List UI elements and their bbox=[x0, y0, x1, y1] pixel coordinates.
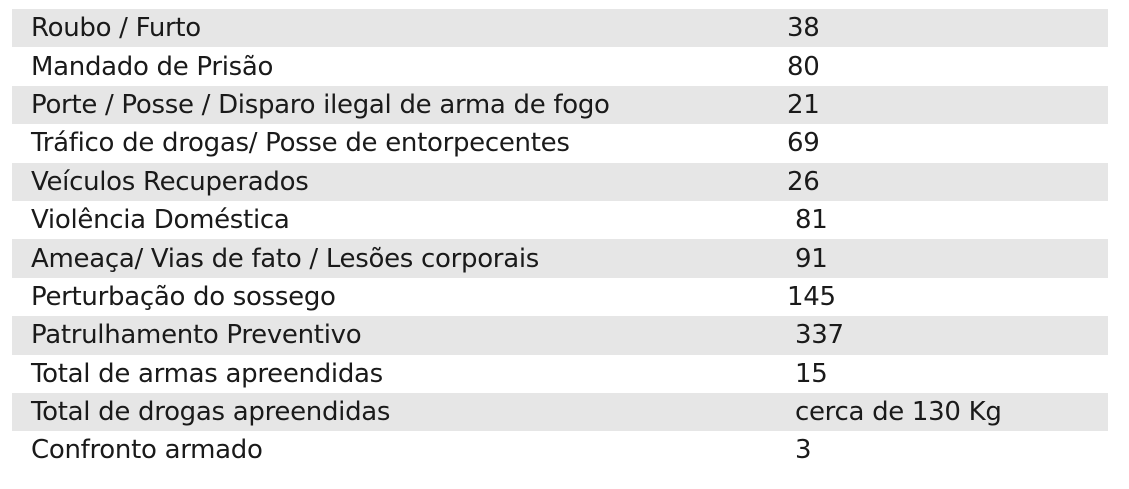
row-value: 80 bbox=[787, 51, 820, 82]
row-label: Total de armas apreendidas bbox=[31, 358, 383, 389]
table-row: Total de armas apreendidas 15 bbox=[12, 355, 1108, 393]
table-row: Perturbação do sossego 145 bbox=[12, 278, 1108, 316]
row-label: Confronto armado bbox=[31, 435, 263, 466]
row-value: 21 bbox=[787, 89, 820, 120]
row-value: 26 bbox=[787, 166, 820, 197]
table-row: Porte / Posse / Disparo ilegal de arma d… bbox=[12, 85, 1108, 125]
table-row: Roubo / Furto 38 bbox=[12, 9, 1108, 48]
table-row: Mandado de Prisão 80 bbox=[12, 47, 1108, 85]
table-row: Ameaça/ Vias de fato / Lesões corporais … bbox=[12, 239, 1108, 278]
row-value: 81 bbox=[787, 205, 828, 236]
table-row: Confronto armado 3 bbox=[12, 431, 1108, 469]
row-value: 3 bbox=[787, 435, 812, 466]
table-row: Veículos Recuperados 26 bbox=[12, 162, 1108, 201]
row-value: 337 bbox=[787, 320, 844, 351]
row-label: Roubo / Furto bbox=[31, 13, 201, 44]
table-row: Total de drogas apreendidas cerca de 130… bbox=[12, 392, 1108, 432]
table-row: Tráfico de drogas/ Posse de entorpecente… bbox=[12, 124, 1108, 162]
table-body: Roubo / Furto 38 Mandado de Prisão 80 Po… bbox=[12, 9, 1108, 470]
row-label: Mandado de Prisão bbox=[31, 51, 274, 82]
row-label: Total de drogas apreendidas bbox=[31, 397, 391, 428]
row-label: Porte / Posse / Disparo ilegal de arma d… bbox=[31, 89, 610, 120]
table-row: Violência Doméstica 81 bbox=[12, 201, 1108, 239]
row-label: Ameaça/ Vias de fato / Lesões corporais bbox=[31, 243, 539, 274]
occurrence-stats-table: Roubo / Furto 38 Mandado de Prisão 80 Po… bbox=[12, 9, 1108, 470]
row-value: 145 bbox=[787, 281, 836, 312]
row-label: Veículos Recuperados bbox=[31, 166, 309, 197]
row-label: Patrulhamento Preventivo bbox=[31, 320, 362, 351]
row-value: 15 bbox=[787, 358, 828, 389]
row-value: 69 bbox=[787, 128, 820, 159]
row-value: 38 bbox=[787, 13, 820, 44]
row-label: Violência Doméstica bbox=[31, 205, 290, 236]
row-label: Perturbação do sossego bbox=[31, 281, 336, 312]
table-row: Patrulhamento Preventivo 337 bbox=[12, 316, 1108, 355]
row-value: cerca de 130 Kg bbox=[787, 397, 1002, 428]
row-label: Tráfico de drogas/ Posse de entorpecente… bbox=[31, 128, 570, 159]
row-value: 91 bbox=[787, 243, 828, 274]
